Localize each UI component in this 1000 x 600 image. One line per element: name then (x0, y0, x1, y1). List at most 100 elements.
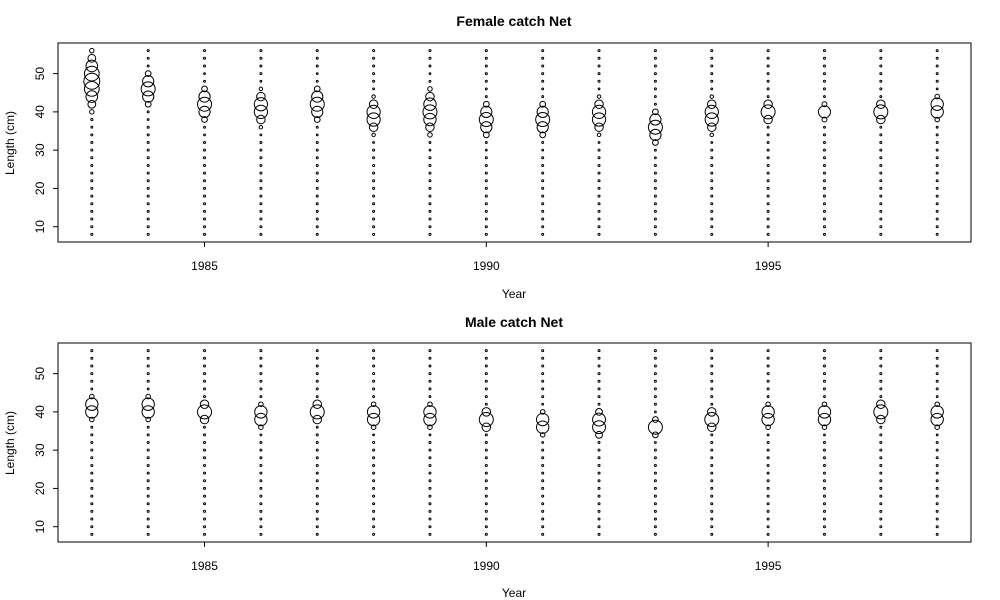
bubble-point (822, 133, 826, 137)
bubble-point (480, 105, 493, 118)
y-tick-label: 50 (33, 67, 47, 81)
bubble-point (541, 141, 545, 144)
bubble-point (822, 163, 826, 167)
chart-title: Male catch Net (465, 314, 563, 330)
bubble-point (259, 471, 263, 475)
bubble-point (203, 163, 207, 167)
bubble-point (653, 232, 657, 236)
plot-frame (57, 42, 972, 243)
bubble-point (372, 372, 376, 376)
bubble-point (484, 225, 488, 229)
bubble-point (427, 424, 433, 430)
bubble-point (710, 486, 714, 490)
bubble-point (484, 141, 488, 144)
bubble-point (653, 479, 657, 483)
bubble-point (146, 171, 150, 175)
bubble-point (653, 102, 657, 106)
bubble-point (484, 356, 488, 360)
bubble-point (541, 349, 545, 353)
bubble-point (203, 79, 206, 83)
bubble-point (203, 194, 207, 198)
bubble-point (427, 401, 433, 408)
bubble-point (146, 525, 150, 529)
bubble-point (315, 395, 319, 399)
y-tick-label: 30 (33, 143, 47, 157)
bubble-point (710, 395, 714, 399)
bubble-point (203, 433, 207, 437)
bubble-point (259, 486, 263, 490)
bubble-point (428, 479, 432, 483)
bubble-point (761, 405, 775, 419)
bubble-point (311, 90, 324, 103)
bubble-point (312, 399, 322, 409)
bubble-point (146, 441, 150, 444)
bubble-point (823, 395, 826, 398)
bubble-point (203, 133, 206, 137)
bubble-point (595, 407, 603, 416)
bubble-point (259, 156, 263, 160)
bubble-point (484, 217, 488, 221)
bubble-point (710, 163, 714, 167)
bubble-point (90, 356, 94, 360)
bubble-point (647, 419, 663, 435)
bubble-point (539, 131, 547, 139)
bubble-point (203, 441, 207, 444)
bubble-point (484, 194, 488, 198)
bubble-point (879, 79, 883, 83)
bubble-point (372, 502, 376, 506)
bubble-point (85, 405, 99, 419)
bubble-point (315, 517, 319, 521)
bubble-point (822, 148, 826, 152)
bubble-point (315, 202, 319, 206)
bubble-point (372, 486, 376, 490)
bubble-point (765, 401, 771, 408)
y-axis-label: Length (cm) (3, 111, 17, 175)
bubble-point (372, 532, 376, 536)
bubble-point (85, 397, 99, 411)
bubble-point (710, 179, 714, 183)
bubble-point (259, 209, 263, 213)
bubble-point (315, 156, 319, 160)
bubble-point (541, 79, 545, 83)
bubble-point (428, 349, 432, 353)
bubble-point (653, 72, 657, 76)
bubble-point (766, 525, 770, 529)
bubble-point (315, 463, 319, 467)
bubble-point (766, 186, 770, 190)
bubble-point (595, 430, 603, 439)
bubble-point (653, 448, 657, 452)
bubble-point (766, 217, 770, 221)
y-axis: 10 20 30 40 50 (33, 67, 58, 233)
bubble-point (90, 448, 94, 452)
bubble-point (653, 217, 657, 221)
bubble-point (541, 49, 545, 53)
bubble-point (597, 402, 601, 406)
bubble-point (428, 141, 432, 144)
bubble-point (710, 463, 714, 467)
bubble-point (879, 486, 883, 490)
bubble-point (935, 372, 939, 376)
y-tick-label: 30 (33, 443, 47, 457)
bubble-point (146, 372, 150, 376)
bubble-point (203, 448, 207, 452)
bubble-point (315, 479, 319, 483)
x-tick-label: 1995 (755, 259, 782, 273)
bubble-point (649, 113, 662, 126)
bubble-point (87, 99, 97, 109)
bubble-point (90, 133, 94, 137)
bubble-point (541, 448, 545, 452)
bubble-point (935, 225, 939, 229)
bubble-point (484, 179, 488, 183)
bubble-point (766, 148, 770, 152)
bubble-point (372, 525, 376, 529)
bubble-point (766, 209, 770, 213)
bubble-point (146, 425, 150, 429)
bubble-point (710, 217, 714, 221)
bubble-point (484, 463, 488, 467)
bubble-point (428, 163, 432, 167)
bubble-point (597, 456, 601, 460)
bubble-point (876, 99, 886, 109)
bubble-point (478, 112, 494, 128)
bubble-point (879, 456, 883, 460)
bubble-point (766, 56, 770, 60)
